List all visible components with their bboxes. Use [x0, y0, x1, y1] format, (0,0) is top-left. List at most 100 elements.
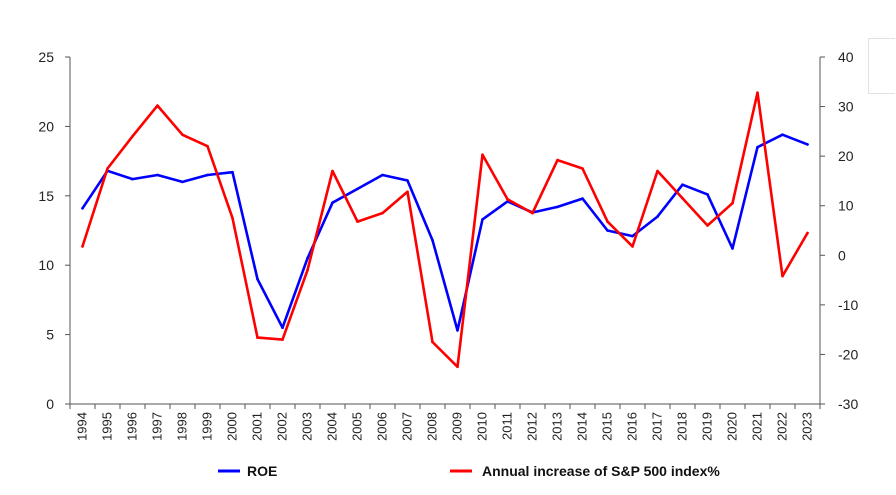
data-point-sp500 — [356, 220, 359, 223]
data-point-roe — [331, 201, 334, 204]
x-tick-label: 2003 — [300, 412, 315, 441]
y-left-tick-label: 15 — [38, 188, 54, 204]
x-tick-label: 2004 — [325, 412, 340, 441]
y-left-tick-label: 0 — [46, 396, 54, 412]
y-right-tick-label: -30 — [838, 396, 858, 412]
data-point-sp500 — [381, 211, 384, 215]
x-tick-label: 2023 — [800, 412, 815, 441]
y-left-tick-label: 25 — [38, 49, 54, 65]
data-point-roe — [756, 145, 759, 149]
data-point-roe — [806, 143, 809, 146]
y-right-tick-label: 20 — [838, 148, 854, 164]
x-tick-label: 1994 — [75, 412, 90, 441]
data-point-roe — [656, 215, 659, 218]
corner-frame — [868, 38, 895, 94]
data-point-sp500 — [231, 216, 234, 220]
x-tick-label: 1995 — [100, 412, 115, 441]
data-point-roe — [731, 247, 734, 250]
data-point-roe — [406, 179, 409, 182]
x-tick-label: 2002 — [275, 412, 290, 441]
data-point-sp500 — [606, 220, 609, 223]
data-point-roe — [356, 187, 359, 191]
data-point-roe — [306, 257, 309, 260]
data-point-sp500 — [556, 158, 559, 162]
x-tick-label: 2014 — [575, 412, 590, 441]
data-point-sp500 — [756, 91, 759, 94]
x-tick-label: 2009 — [450, 412, 465, 441]
data-point-roe — [156, 173, 159, 177]
data-point-roe — [581, 197, 584, 200]
data-point-roe — [781, 133, 784, 136]
y-left-tick-label: 10 — [38, 257, 54, 273]
x-tick-label: 2000 — [225, 412, 240, 441]
series-line-sp500 — [81, 91, 809, 369]
y-left-tick-label: 5 — [46, 327, 54, 343]
y-right-tick-label: 40 — [838, 49, 854, 65]
legend-label-sp500: Annual increase of S&P 500 index% — [482, 463, 720, 479]
data-point-roe — [481, 218, 484, 221]
y-right-tick-label: 10 — [838, 198, 854, 214]
y-right-tick-label: 0 — [838, 247, 846, 263]
data-point-sp500 — [81, 245, 84, 248]
data-point-sp500 — [581, 167, 584, 170]
data-point-sp500 — [731, 201, 734, 205]
y-right-tick-label: -20 — [838, 346, 858, 362]
x-tick-label: 1996 — [125, 412, 140, 441]
x-tick-label: 2019 — [700, 412, 715, 441]
data-point-sp500 — [806, 231, 809, 235]
y-right-tick-label: 30 — [838, 99, 854, 115]
data-point-roe — [81, 207, 84, 210]
data-point-roe — [706, 193, 709, 196]
data-point-sp500 — [256, 336, 259, 339]
data-point-sp500 — [331, 169, 334, 173]
data-point-sp500 — [506, 198, 509, 201]
data-point-roe — [681, 183, 684, 186]
data-point-sp500 — [431, 340, 434, 344]
x-tick-label: 2005 — [350, 412, 365, 441]
data-point-sp500 — [656, 169, 659, 173]
x-tick-label: 2021 — [750, 412, 765, 441]
x-tick-label: 2016 — [625, 412, 640, 441]
data-point-sp500 — [206, 144, 209, 148]
x-tick-label: 2006 — [375, 412, 390, 441]
x-tick-label: 1999 — [200, 412, 215, 441]
data-point-sp500 — [781, 274, 784, 278]
data-point-sp500 — [156, 104, 159, 107]
x-tick-label: 1997 — [150, 412, 165, 441]
x-tick-label: 1998 — [175, 412, 190, 441]
series-line-roe — [81, 133, 809, 332]
data-point-sp500 — [456, 365, 459, 369]
data-point-sp500 — [531, 211, 534, 215]
data-point-sp500 — [106, 167, 109, 170]
data-point-roe — [256, 277, 259, 281]
data-point-roe — [431, 238, 434, 242]
data-point-sp500 — [406, 190, 409, 194]
data-point-roe — [456, 329, 459, 332]
data-point-sp500 — [181, 133, 184, 137]
data-point-roe — [381, 173, 384, 177]
data-point-roe — [131, 177, 134, 181]
x-tick-label: 2011 — [500, 412, 515, 440]
x-tick-label: 2010 — [475, 412, 490, 441]
y-left-tick-label: 20 — [38, 118, 54, 134]
data-point-roe — [181, 180, 184, 184]
data-point-sp500 — [306, 268, 309, 272]
x-tick-label: 2020 — [725, 412, 740, 441]
data-point-sp500 — [706, 224, 709, 227]
data-point-sp500 — [681, 197, 684, 200]
x-tick-label: 2001 — [250, 412, 265, 441]
x-tick-label: 2012 — [525, 412, 540, 441]
data-point-roe — [281, 326, 284, 330]
data-point-roe — [556, 205, 559, 209]
x-tick-label: 2015 — [600, 412, 615, 441]
data-point-sp500 — [631, 245, 634, 248]
y-right-tick-label: -10 — [838, 297, 858, 313]
data-point-roe — [606, 229, 609, 232]
data-point-roe — [206, 173, 209, 177]
x-tick-label: 2013 — [550, 412, 565, 441]
x-tick-label: 2018 — [675, 412, 690, 441]
x-tick-label: 2008 — [425, 412, 440, 441]
x-tick-label: 2022 — [775, 412, 790, 441]
data-point-sp500 — [131, 135, 134, 138]
